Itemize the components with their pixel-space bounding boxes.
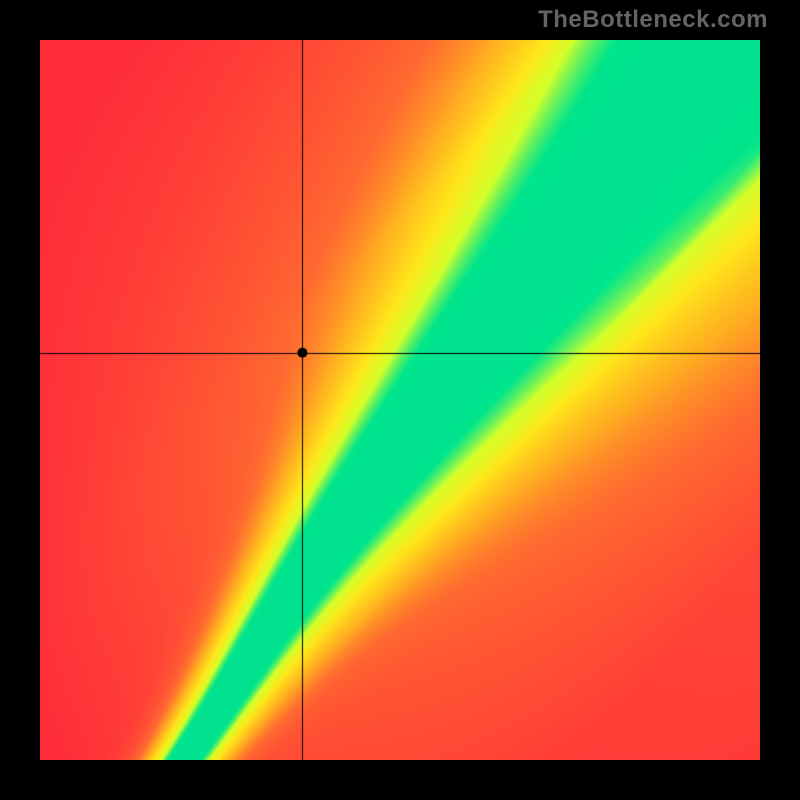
heatmap-plot bbox=[40, 40, 760, 760]
watermark-text: TheBottleneck.com bbox=[538, 6, 768, 34]
heatmap-canvas bbox=[40, 40, 760, 760]
